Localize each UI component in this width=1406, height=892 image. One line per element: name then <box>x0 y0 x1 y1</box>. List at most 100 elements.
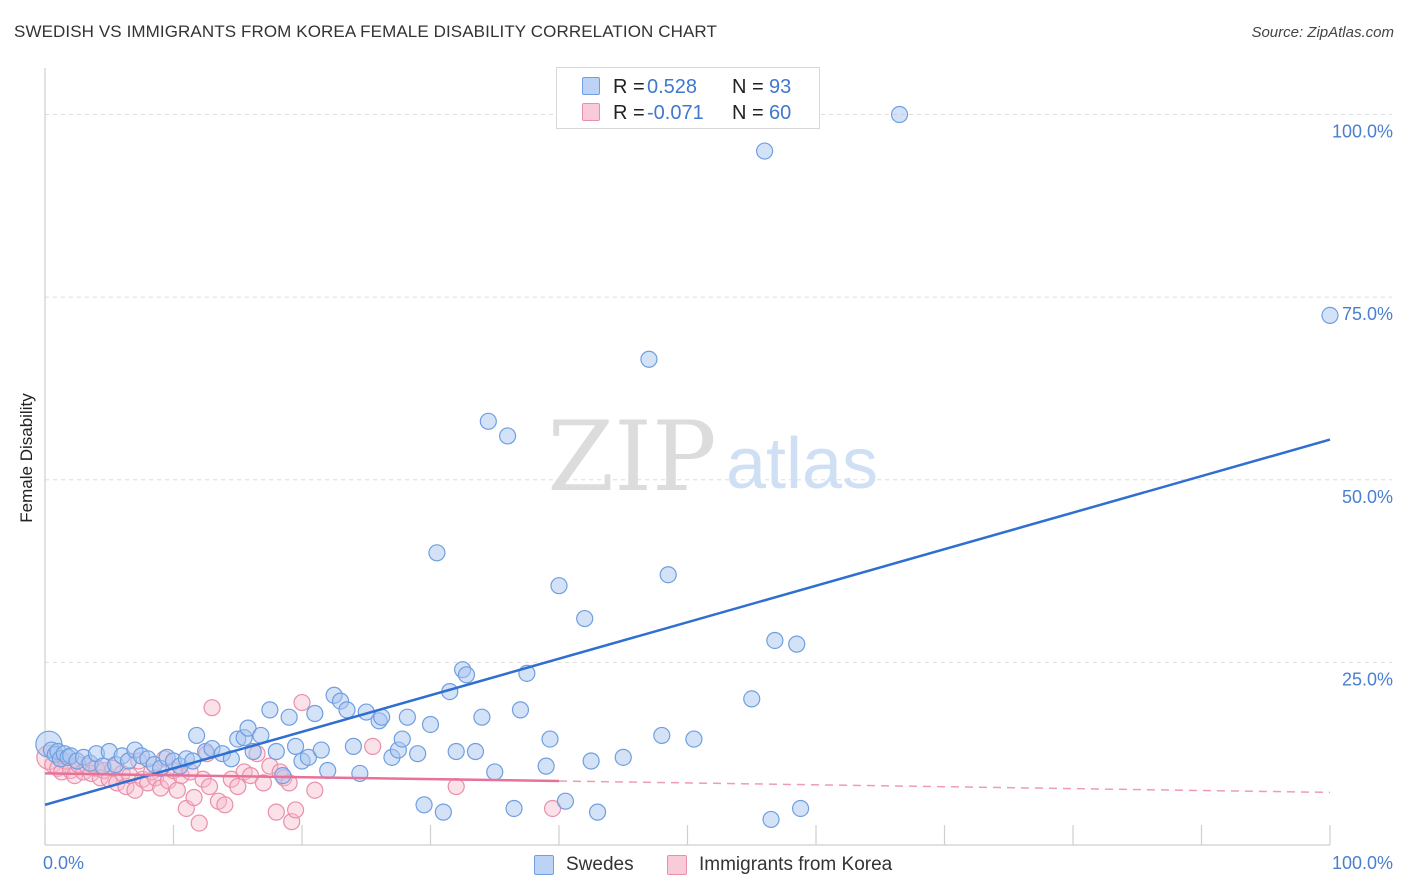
korea-point <box>185 788 203 807</box>
swedes-point <box>556 792 575 810</box>
stats-legend: R = 0.528 N = 93 R = -0.071 N = 60 <box>556 67 820 129</box>
watermark: ZIP atlas <box>547 401 878 513</box>
swedes-point <box>338 701 356 719</box>
swedes-point <box>755 142 774 160</box>
swedes-point <box>582 752 600 770</box>
swedes-point <box>788 635 806 653</box>
korea-point <box>286 801 305 819</box>
bottom-legend-swatch-korea <box>667 855 687 875</box>
swedes-point <box>537 757 555 775</box>
watermark-atlas: atlas <box>726 424 878 504</box>
swedes-point <box>447 742 465 761</box>
swedes-point <box>261 701 279 719</box>
y-tick-label-2: 75.0% <box>1342 304 1393 324</box>
swedes-point <box>659 566 677 584</box>
bottom-legend-swatch-swedes <box>534 855 554 875</box>
legend-n-value-korea: 60 <box>769 101 792 124</box>
swedes-point <box>550 577 568 595</box>
korea-point <box>267 803 285 821</box>
swedes-point <box>421 715 440 734</box>
swedes-point <box>306 704 324 723</box>
swedes-point <box>312 741 330 759</box>
korea-point <box>168 781 186 799</box>
y-tick-label-1: 50.0% <box>1342 487 1393 507</box>
korea-point <box>200 777 219 796</box>
swedes-point <box>576 609 594 628</box>
bottom-legend-swedes[interactable]: Swedes <box>534 852 634 878</box>
swedes-point <box>499 427 517 445</box>
y-tick-labels: 25.0% 50.0% 75.0% 100.0% <box>1332 122 1393 690</box>
korea-point <box>447 777 465 796</box>
swedes-point <box>505 799 523 818</box>
swedes-point <box>428 544 446 562</box>
swedes-point <box>409 745 427 763</box>
swedes-point <box>1321 306 1339 325</box>
swedes-point <box>466 742 485 761</box>
swedes-point <box>640 350 658 368</box>
swedes-point <box>762 810 780 829</box>
legend-swatch-korea <box>582 103 600 121</box>
swedes-point <box>280 708 298 726</box>
source-label: Source: ZipAtlas.com <box>1251 24 1394 41</box>
legend-n-value-swedes: 93 <box>769 75 792 98</box>
swedes-point <box>434 803 452 821</box>
swedes-point <box>890 105 909 124</box>
swedes-point <box>286 737 305 755</box>
swedes-point <box>267 742 285 761</box>
korea-point <box>203 699 221 717</box>
trend-lines <box>44 438 1331 807</box>
legend-r-value-korea: -0.071 <box>647 101 704 124</box>
bottom-legend-label-swedes: Swedes <box>566 854 634 875</box>
y-tick-label-0: 25.0% <box>1342 669 1393 689</box>
series-swedes-points <box>35 105 1339 829</box>
korea-point <box>229 777 247 796</box>
swedes-point <box>541 730 559 748</box>
korea-point <box>293 693 311 712</box>
swedes-point <box>588 803 607 821</box>
korea-point <box>261 757 279 775</box>
chart-title: SWEDISH VS IMMIGRANTS FROM KOREA FEMALE … <box>14 22 717 41</box>
korea-point <box>216 796 234 814</box>
watermark-zip: ZIP <box>547 401 716 513</box>
legend-r-label: R = <box>613 75 645 98</box>
bottom-legend-korea[interactable]: Immigrants from Korea <box>667 852 892 878</box>
x-axis-ticks <box>44 825 1331 845</box>
swedes-point <box>486 763 504 781</box>
legend-n-label: N = <box>732 101 764 124</box>
swedes-point <box>457 666 476 684</box>
swedes-point <box>415 796 433 814</box>
swedes-point <box>188 726 206 745</box>
legend-r-label: R = <box>613 101 645 124</box>
trendline-korea-extrapolated <box>558 780 1331 794</box>
x-tick-label-0: 0.0% <box>43 853 84 873</box>
swedes-point <box>393 730 411 748</box>
korea-point <box>306 781 324 799</box>
swedes-point <box>398 708 416 726</box>
swedes-point <box>344 737 362 755</box>
legend-swatch-swedes <box>582 77 600 95</box>
korea-point <box>543 799 562 818</box>
korea-point <box>364 737 382 755</box>
swedes-point <box>766 631 784 650</box>
swedes-point <box>791 799 810 818</box>
trendline-swedes <box>44 438 1331 807</box>
x-tick-labels: 0.0% 100.0% <box>43 853 1393 873</box>
korea-point <box>254 774 273 792</box>
trendline-korea <box>44 772 560 783</box>
legend-n-label: N = <box>732 75 764 98</box>
y-tick-label-3: 100.0% <box>1332 122 1393 142</box>
swedes-point <box>614 748 632 766</box>
swedes-point <box>299 748 318 766</box>
bottom-legend-label-korea: Immigrants from Korea <box>699 854 893 875</box>
swedes-point <box>511 701 530 719</box>
swedes-point <box>479 412 497 430</box>
swedes-point <box>319 761 337 780</box>
swedes-point <box>653 726 671 745</box>
swedes-point <box>743 690 761 708</box>
x-tick-label-1: 100.0% <box>1332 853 1393 873</box>
korea-point <box>190 814 208 832</box>
swedes-point <box>473 708 491 726</box>
legend-r-value-swedes: 0.528 <box>647 75 698 98</box>
grid-lines <box>45 114 1392 663</box>
